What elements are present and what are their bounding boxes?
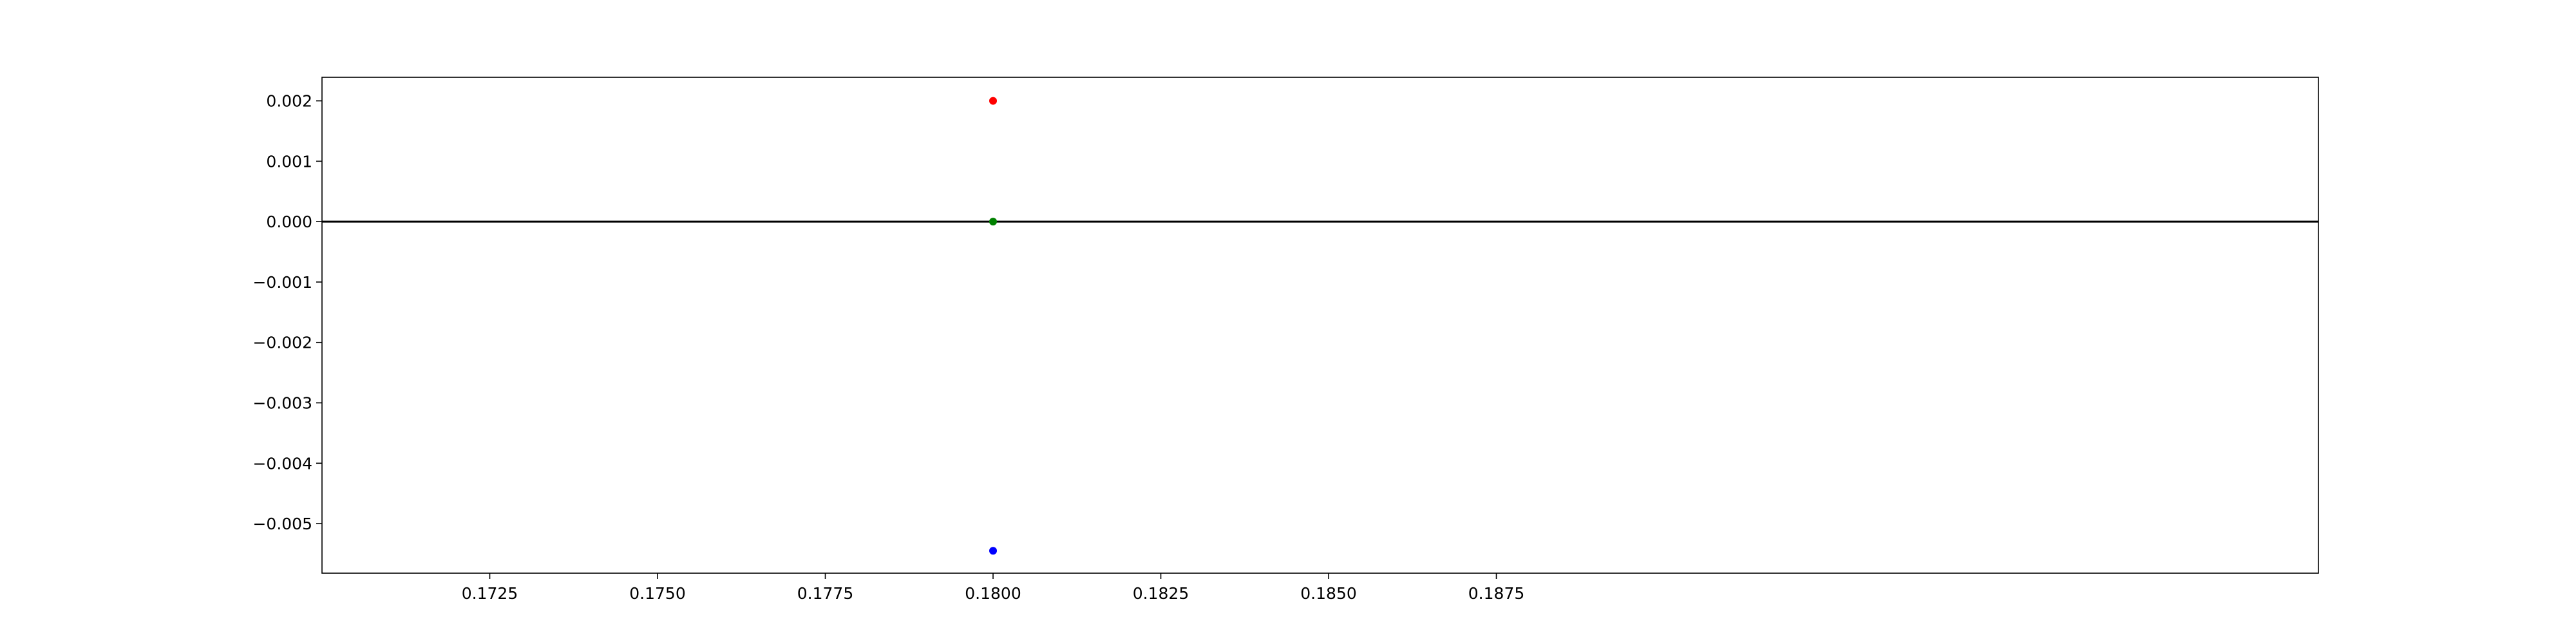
y-tick-label: 0.000: [266, 213, 312, 231]
x-tick-label: 0.1775: [797, 584, 853, 603]
y-tick-label: −0.005: [252, 515, 312, 533]
x-tick-label: 0.1800: [965, 584, 1021, 603]
y-axis: 0.002 0.001 0.000 −0.001 −0.002 −0.003 −0.004 −…: [252, 92, 322, 533]
x-axis: 0.1725 0.1750 0.1775 0.1800 0.1825 0.1850 0.18…: [462, 573, 1524, 603]
y-tick-label: −0.002: [252, 334, 312, 352]
data-point: [989, 218, 998, 226]
data-point: [989, 97, 998, 105]
plot-area-frame: [321, 77, 2319, 574]
y-tick-label: 0.001: [266, 152, 312, 171]
x-tick-label: 0.1875: [1468, 584, 1524, 603]
x-tick-label: 0.1750: [629, 584, 685, 603]
y-tick-label: −0.001: [252, 273, 312, 292]
x-tick-label: 0.1850: [1300, 584, 1356, 603]
y-tick-label: −0.004: [252, 454, 312, 473]
y-tick-label: 0.002: [266, 92, 312, 111]
x-tick-label: 0.1725: [462, 584, 518, 603]
data-points: [989, 97, 998, 555]
y-tick-label: −0.003: [252, 394, 312, 413]
x-tick-label: 0.1825: [1133, 584, 1189, 603]
data-point: [989, 547, 998, 555]
